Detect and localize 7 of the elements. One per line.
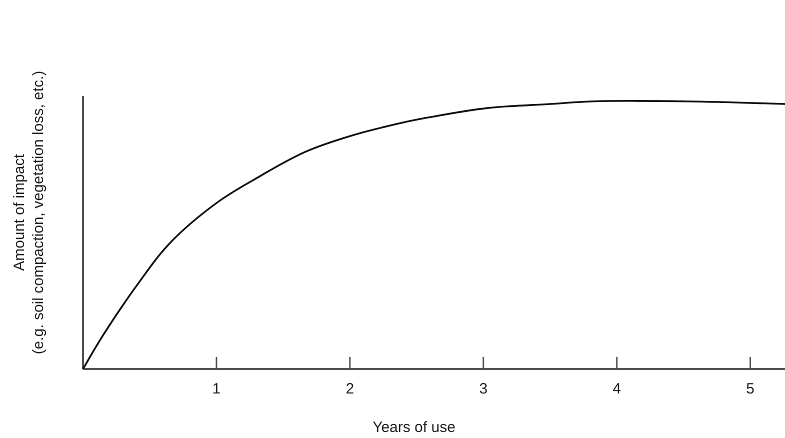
x-axis-title: Years of use xyxy=(372,419,456,436)
x-tick-label: 2 xyxy=(346,380,354,398)
x-tick-label: 5 xyxy=(746,380,754,398)
x-tick-label: 3 xyxy=(479,380,488,398)
x-tick-label: 1 xyxy=(212,380,221,398)
y-axis-title: Amount of impact (e.g. soil compaction, vegetation loss, etc.) xyxy=(11,70,47,354)
x-tick-label: 4 xyxy=(612,380,622,398)
